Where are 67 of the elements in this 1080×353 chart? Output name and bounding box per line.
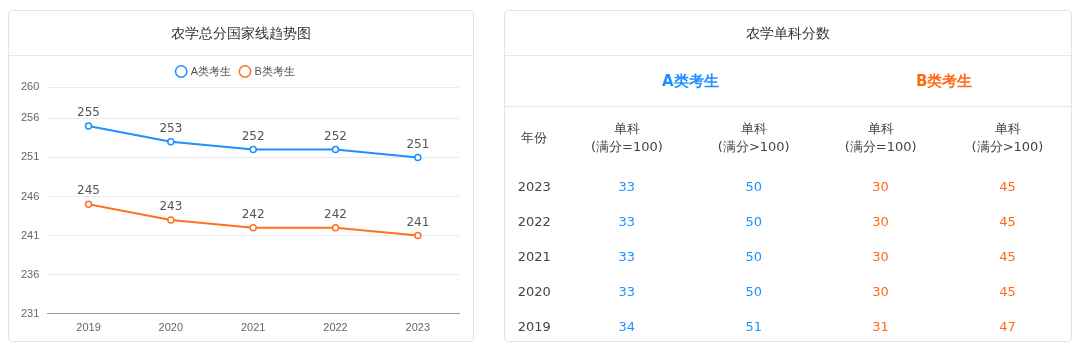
- chart-title: 农学总分国家线趋势图: [9, 11, 473, 56]
- y-tick-label: 256: [20, 111, 40, 124]
- data-label: 31: [871, 318, 890, 336]
- x-tick-label: 单科 (满分=100): [589, 120, 664, 156]
- y-tick-label: 241: [20, 228, 40, 241]
- x-tick-label: 2022: [323, 321, 348, 334]
- x-tick-label: 2019: [76, 321, 101, 334]
- data-label: 50: [744, 248, 763, 266]
- x-tick-label: 单科 (满分=100): [843, 120, 918, 156]
- data-label: 33: [617, 283, 637, 301]
- point: [249, 224, 257, 232]
- point: [414, 153, 422, 162]
- x-tick-label: 2020: [158, 321, 184, 334]
- data-label: 252: [241, 128, 265, 143]
- data-label: 50: [744, 213, 763, 231]
- data-label: 30: [871, 213, 890, 231]
- point: [84, 200, 93, 209]
- y-tick-label: 2020: [516, 283, 552, 301]
- data-label: 51: [744, 318, 763, 336]
- point: [331, 145, 340, 154]
- text: B类考生: [817, 56, 1071, 107]
- data-label: 45: [998, 178, 1017, 196]
- data-label: 242: [241, 206, 265, 221]
- data-label: 30: [871, 178, 890, 196]
- data-label: 45: [998, 213, 1017, 231]
- x-tick-label: 单科 (满分>100): [970, 120, 1045, 156]
- point: [84, 122, 93, 130]
- x-tick-label: 单科 (满分>100): [716, 120, 791, 156]
- point: [249, 145, 257, 154]
- y-tick-label: 251: [20, 150, 40, 163]
- data-label: 241: [406, 214, 430, 229]
- legend-label: B类考生: [254, 64, 295, 77]
- data-label: 252: [324, 128, 347, 143]
- y-tick-label: 2021: [516, 248, 552, 266]
- point: [331, 224, 340, 232]
- point: [167, 138, 175, 146]
- legend-label: A类考生: [190, 64, 232, 77]
- data-label: 253: [159, 120, 183, 135]
- data-label: 33: [617, 213, 637, 231]
- point: [414, 231, 422, 240]
- data-label: 30: [871, 248, 890, 266]
- y-tick-label: 260: [20, 80, 40, 93]
- data-label: 50: [744, 283, 763, 301]
- x-tick-label: 2023: [405, 321, 431, 334]
- y-tick-label: 2022: [516, 213, 552, 231]
- x-tick-label: 2021: [240, 321, 266, 334]
- data-label: 47: [998, 318, 1017, 336]
- data-label: 242: [324, 206, 347, 221]
- chart-title: 农学单科分数: [505, 11, 1071, 56]
- data-label: 34: [617, 318, 637, 336]
- point: [167, 216, 175, 224]
- data-label: 243: [159, 199, 183, 214]
- data-label: 33: [617, 248, 637, 266]
- y-tick-label: 236: [20, 267, 40, 280]
- y-axis-title: 年份: [520, 129, 549, 147]
- y-tick-label: 2023: [516, 178, 552, 196]
- data-label: 245: [77, 183, 100, 198]
- data-label: 33: [617, 178, 637, 196]
- data-label: 45: [998, 283, 1017, 301]
- y-tick-label: 231: [20, 306, 40, 319]
- data-label: 255: [77, 105, 100, 120]
- data-label: 50: [744, 178, 763, 196]
- data-label: 45: [998, 248, 1017, 266]
- data-label: 30: [871, 283, 890, 301]
- y-tick-label: 246: [20, 189, 40, 202]
- text: A类考生: [563, 56, 818, 107]
- data-label: 251: [406, 136, 430, 151]
